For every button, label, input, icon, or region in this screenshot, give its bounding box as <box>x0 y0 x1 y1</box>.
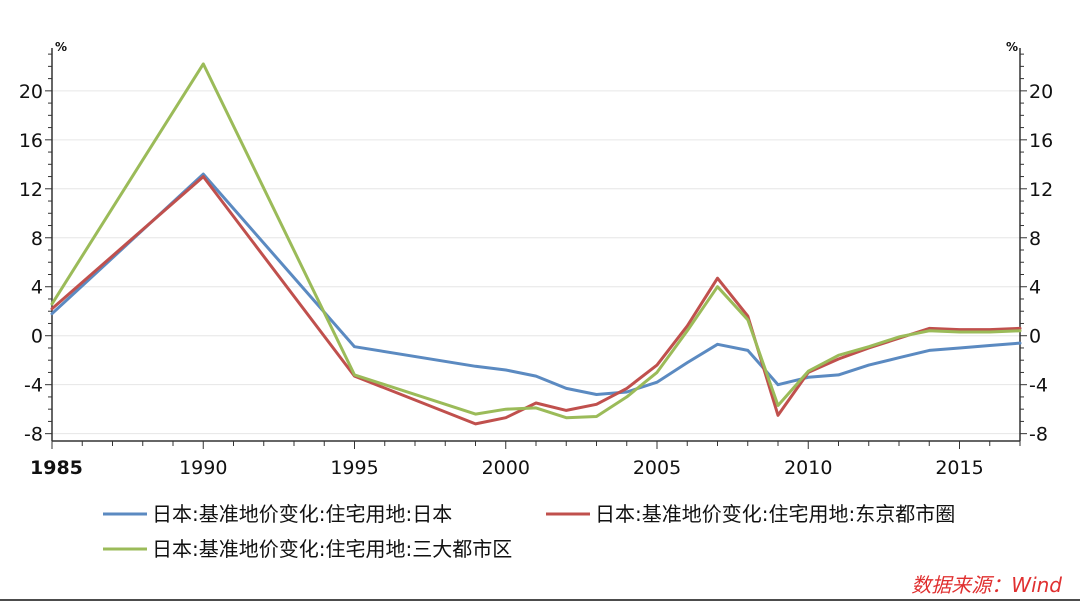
y-tick-label-right: 16 <box>1029 130 1053 152</box>
y-tick-label-left: 20 <box>19 81 43 103</box>
y-tick-label-right: 8 <box>1029 228 1041 250</box>
y-tick-label-right: 12 <box>1029 179 1053 201</box>
x-tick-label: 2010 <box>784 457 832 479</box>
series-line-3 <box>50 62 1022 420</box>
x-tick-label: 2000 <box>482 457 530 479</box>
y-tick-label-right: -4 <box>1029 375 1048 397</box>
y-tick-label-left: -8 <box>24 424 43 446</box>
y-tick-label-right: 4 <box>1029 277 1041 299</box>
y-tick-label-left: -4 <box>24 375 43 397</box>
legend-label: 日本:基准地价变化:住宅用地:三大都市区 <box>152 537 512 561</box>
y-tick-label-right: -8 <box>1029 424 1048 446</box>
y-tick-label-left: 8 <box>31 228 43 250</box>
series-lines <box>50 62 1022 426</box>
y-tick-label-left: 0 <box>31 326 43 348</box>
legend-label: 日本:基准地价变化:住宅用地:日本 <box>152 502 452 526</box>
x-tick-label: 1995 <box>330 457 378 479</box>
source-note: 数据来源：Wind <box>911 573 1062 597</box>
y-unit-right: % <box>1006 40 1018 54</box>
y-unit-left: % <box>55 40 67 54</box>
x-tick-label: 1990 <box>179 457 227 479</box>
y-tick-label-left: 12 <box>19 179 43 201</box>
series-line-1 <box>50 172 1022 396</box>
legend-label: 日本:基准地价变化:住宅用地:东京都市圈 <box>595 502 955 526</box>
axes: -8 -8 -4 -4 0 0 4 4 8 8 12 12 16 16 20 20% % 1985 1990 1995… <box>19 40 1053 479</box>
y-tick-label-left: 4 <box>31 277 43 299</box>
x-tick-label: 2015 <box>935 457 983 479</box>
y-tick-label-right: 0 <box>1029 326 1041 348</box>
y-tick-label-right: 20 <box>1029 81 1053 103</box>
legend: 日本:基准地价变化:住宅用地:日本 日本:基准地价变化:住宅用地:东京都市圈日本:… <box>103 502 955 561</box>
series-line-2 <box>50 175 1022 426</box>
x-tick-label: 2005 <box>633 457 681 479</box>
x-tick-label: 1985 <box>30 457 83 479</box>
gridlines <box>52 90 1020 435</box>
y-tick-label-left: 16 <box>19 130 43 152</box>
